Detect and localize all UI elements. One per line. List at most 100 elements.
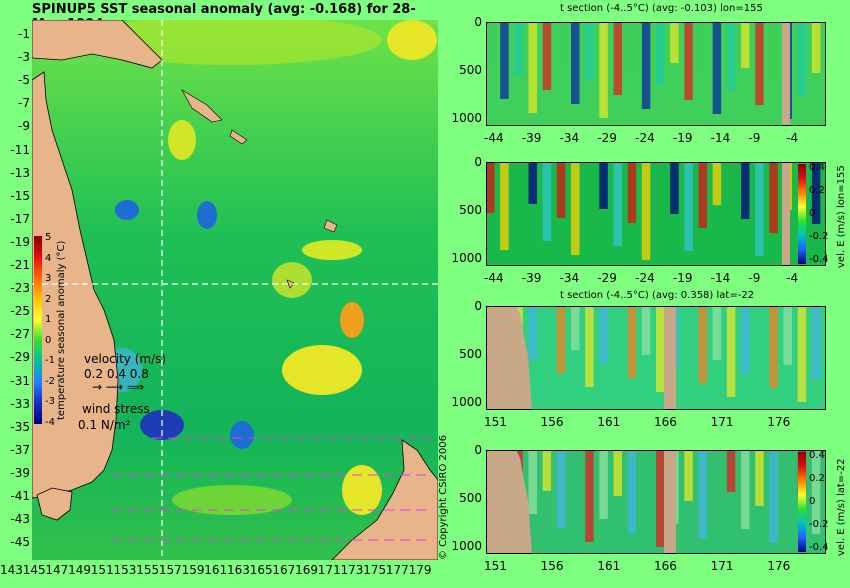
lat-tick-label: -23	[10, 281, 30, 296]
lat-tick-label: -41	[10, 489, 30, 503]
land-australia	[32, 71, 119, 499]
lat-tick-label: -19	[10, 234, 30, 249]
depth-tick-label: 0	[474, 299, 482, 313]
heatmap-band	[698, 306, 707, 383]
heatmap-band	[542, 306, 552, 396]
depth-tick-label: 500	[459, 491, 482, 505]
lon-tick-label: 173	[340, 563, 364, 577]
heatmap-band	[599, 450, 608, 519]
lat-tick-label: -15	[10, 188, 30, 203]
lon-tick-label: 157	[158, 563, 182, 577]
wind-stress-label: wind stress	[82, 402, 150, 416]
heatmap-frame	[486, 306, 826, 410]
velocity-colorbar-tick-label: 0.2	[809, 185, 825, 196]
colorbar-tick-label: 4	[45, 252, 52, 264]
heatmap-band	[811, 162, 821, 224]
depth-tick-label: 1000	[451, 251, 482, 265]
map-colorbar-label: temperature seasonal anomaly (°C)	[56, 240, 67, 420]
colorbar-tick-label: 5	[45, 232, 52, 243]
heatmap-band	[755, 450, 764, 506]
velocity-colorbar	[798, 164, 806, 264]
heatmap-band	[571, 22, 580, 104]
depth-tick-label: 0	[474, 155, 482, 169]
lat-tick-label: -13	[10, 165, 30, 180]
velocity-colorbar-tick-label: 0.4	[809, 162, 825, 173]
heatmap-band	[613, 306, 622, 401]
lon-tick-label: 149	[68, 563, 91, 577]
land-mask	[486, 450, 532, 554]
section-x-tick-label: 156	[540, 559, 564, 573]
heatmap-band	[741, 450, 750, 529]
section-heatmap	[486, 162, 826, 266]
velocity-legend-values: 0.2 0.4 0.8	[84, 367, 149, 381]
heatmap-band	[641, 450, 651, 510]
lat-tick-label: -43	[10, 512, 30, 527]
heatmap-band	[755, 306, 764, 351]
depth-tick-label: 500	[459, 347, 482, 361]
section-x-tick-label: -19	[672, 271, 693, 285]
wind-stress-value: 0.1 N/m²	[78, 418, 131, 432]
depth-tick-label: 1000	[451, 395, 482, 409]
colorbar-tick-label: -3	[45, 396, 55, 407]
section-x-tick-label: 151	[484, 559, 507, 573]
lon-tick-label: 145	[22, 563, 46, 577]
heatmap-band	[500, 162, 509, 250]
colorbar-tick-label: -2	[45, 375, 55, 387]
velocity-legend-arrows: → ⟶ ⟹	[92, 380, 145, 394]
colorbar-tick-label: -4	[45, 416, 55, 428]
heatmap-band	[528, 306, 537, 359]
depth-tick-label: 500	[459, 63, 482, 77]
colorbar-tick-label: 2	[45, 293, 52, 305]
section-panel[interactable]: t section (-4..5°C) (avg: -0.103) lon=15…	[440, 3, 850, 160]
heatmap-band	[811, 450, 821, 534]
heatmap-band	[698, 450, 707, 538]
lat-tick-label: -33	[10, 396, 30, 411]
heatmap-band	[726, 22, 736, 91]
section-x-tick-label: 171	[710, 415, 734, 429]
heatmap-band	[556, 22, 566, 67]
section-x-tick-label: 166	[654, 559, 677, 573]
lon-tick-label: 177	[385, 563, 409, 577]
velocity-colorbar-tick-label: -0.2	[809, 231, 829, 242]
lon-tick-label: 175	[363, 563, 387, 577]
section-side-label: vel. E (m/s) lat=-22	[836, 458, 847, 556]
section-panel[interactable]: 0 500 1000 151 156 161 166 171 176 0.4 0.2 0 -0.2 -0.…	[440, 444, 850, 588]
section-x-tick-label: -4	[786, 131, 799, 145]
section-side-label: vel. E (m/s) lon=155	[836, 165, 847, 268]
velocity-legend-label: velocity (m/s)	[84, 352, 167, 366]
heatmap-band	[514, 162, 523, 227]
heatmap-band	[755, 162, 764, 256]
heatmap-band	[556, 450, 566, 528]
section-x-tick-label: 156	[540, 415, 564, 429]
lon-tick-label: 159	[181, 563, 205, 577]
section-heatmap	[486, 306, 826, 410]
heatmap-band	[755, 22, 764, 105]
section-panel[interactable]: t section (-4..5°C) (avg: 0.358) lat=-22…	[440, 290, 850, 444]
lon-tick-label: 161	[204, 563, 228, 577]
land-mask	[486, 306, 532, 410]
section-panel[interactable]: 0 500 1000 -44 -39 -34 -29 -24 -19 -14 -9 -4 0.4 0.2 0…	[440, 156, 850, 300]
heatmap-frame	[486, 22, 826, 126]
heatmap-band	[741, 306, 750, 374]
lon-tick-label: 147	[45, 563, 69, 577]
heatmap-band	[528, 450, 537, 514]
heatmap-band	[741, 162, 750, 219]
islands	[181, 89, 338, 289]
lon-tick-label: 167	[272, 563, 296, 577]
velocity-colorbar-tick-label: 0.2	[809, 473, 825, 484]
heatmap-band	[769, 306, 778, 388]
heatmap-band	[585, 306, 594, 387]
section-x-tick-label: -44	[484, 271, 504, 285]
section-x-tick-label: -9	[748, 271, 761, 285]
lat-tick-label: -3	[18, 50, 30, 65]
depth-tick-label: 500	[459, 203, 482, 217]
lon-tick-label: 151	[90, 563, 114, 577]
land-tasmania	[36, 487, 73, 521]
heatmap-band	[670, 162, 679, 214]
main-map[interactable]	[32, 20, 438, 560]
heatmap-band	[613, 450, 622, 496]
heatmap-band	[599, 162, 608, 209]
heatmap-band	[741, 22, 750, 68]
section-x-tick-label: -19	[672, 131, 693, 145]
section-x-tick-label: -39	[521, 131, 542, 145]
